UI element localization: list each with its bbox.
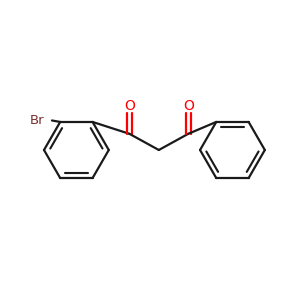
- Text: O: O: [183, 99, 194, 113]
- Text: Br: Br: [29, 114, 44, 127]
- Text: O: O: [124, 99, 135, 113]
